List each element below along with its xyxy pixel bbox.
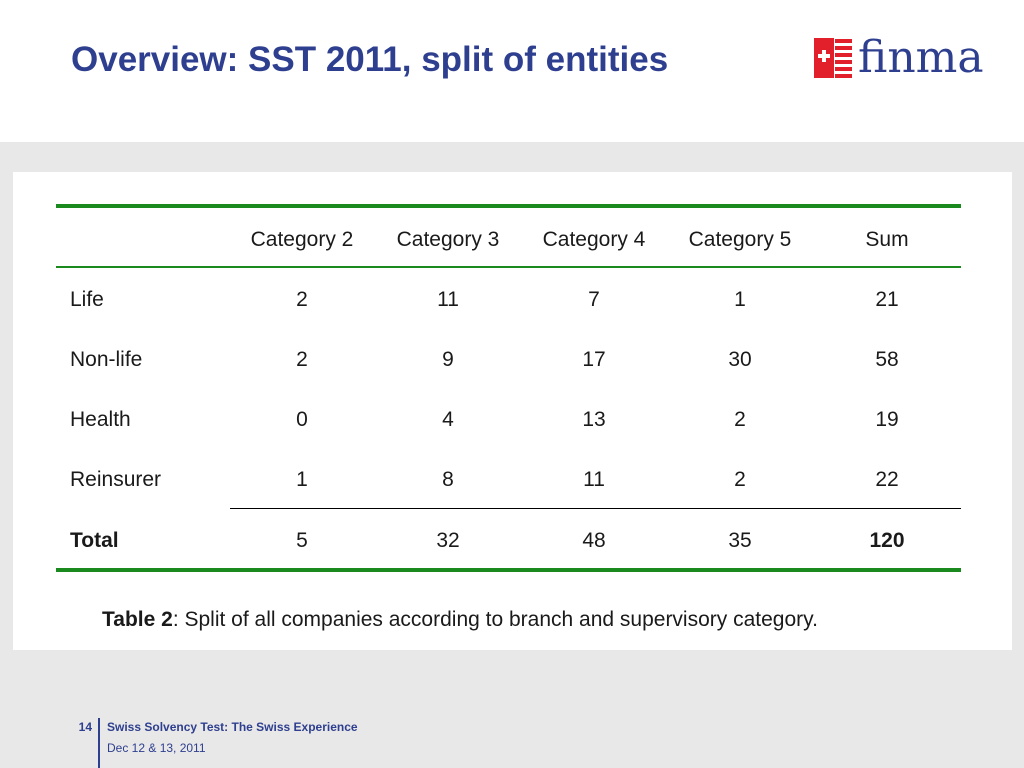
table-cell-sum: 58	[875, 348, 899, 371]
footer-title: Swiss Solvency Test: The Swiss Experienc…	[107, 720, 358, 734]
table-cell: 7	[588, 288, 600, 311]
table-cell-total: 32	[436, 529, 460, 552]
header-category-5: Category 5	[688, 228, 792, 251]
table-cell: 30	[728, 348, 752, 371]
finma-logo: finma	[814, 34, 984, 82]
row-label-reinsurer: Reinsurer	[70, 468, 162, 491]
footer-date: Dec 12 & 13, 2011	[107, 741, 206, 755]
table-cell: 13	[582, 408, 606, 431]
table-cell: 2	[296, 288, 308, 311]
table-cell-grand-total: 120	[869, 529, 905, 552]
table-cell-total: 48	[582, 529, 606, 552]
table-cell: 4	[442, 408, 454, 431]
header-category-4: Category 4	[542, 228, 646, 251]
table-cell: 9	[442, 348, 454, 371]
table-cell-sum: 22	[875, 468, 899, 491]
table-bottom-rule	[56, 568, 961, 572]
table-top-rule	[56, 204, 961, 208]
table-cell: 0	[296, 408, 308, 431]
table-cell-sum: 19	[875, 408, 899, 431]
table-cell: 2	[734, 408, 746, 431]
table-cell: 1	[296, 468, 308, 491]
table-cell-total: 35	[728, 529, 752, 552]
slide-title: Overview: SST 2011, split of entities	[71, 40, 669, 79]
table-cell: 2	[296, 348, 308, 371]
row-label-total: Total	[70, 529, 119, 552]
caption-text: : Split of all companies according to br…	[172, 608, 818, 631]
table-header-rule	[56, 266, 961, 268]
table-cell: 11	[583, 468, 605, 491]
logo-wordmark: finma	[858, 32, 984, 83]
table-total-rule	[230, 508, 961, 509]
header-category-3: Category 3	[396, 228, 500, 251]
table-cell: 1	[734, 288, 746, 311]
table-cell: 2	[734, 468, 746, 491]
table-cell-total: 5	[296, 529, 308, 552]
footer-divider	[98, 718, 100, 768]
row-label-non-life: Non-life	[70, 348, 143, 371]
swiss-cross-icon	[814, 38, 852, 78]
table-cell: 8	[442, 468, 454, 491]
row-label-health: Health	[70, 408, 131, 431]
row-label-life: Life	[70, 288, 104, 311]
page-number: 14	[78, 720, 92, 734]
table-cell: 17	[582, 348, 606, 371]
table-caption: Table 2: Split of all companies accordin…	[102, 608, 818, 632]
header-category-2: Category 2	[250, 228, 354, 251]
table-cell: 11	[437, 288, 459, 311]
table-cell-sum: 21	[875, 288, 899, 311]
caption-label: Table 2	[102, 608, 173, 631]
header-sum: Sum	[865, 228, 909, 251]
